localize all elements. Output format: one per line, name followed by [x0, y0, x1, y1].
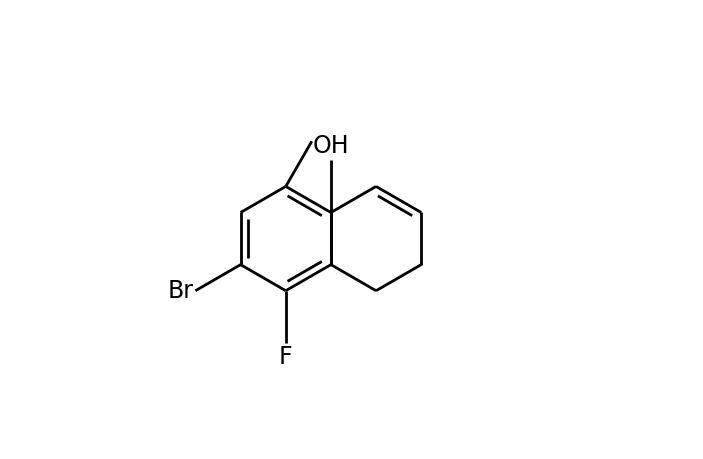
Text: F: F [279, 345, 292, 369]
Text: OH: OH [313, 134, 349, 158]
Text: Br: Br [167, 279, 193, 303]
